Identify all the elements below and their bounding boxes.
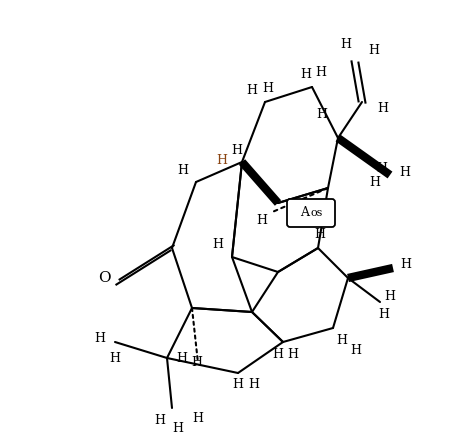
Text: H: H <box>315 65 327 78</box>
Text: os: os <box>311 208 323 218</box>
Text: A: A <box>300 206 309 219</box>
Text: H: H <box>193 412 203 425</box>
Text: H: H <box>300 68 312 81</box>
Text: H: H <box>249 379 260 392</box>
Text: H: H <box>95 332 106 344</box>
Text: H: H <box>376 162 387 174</box>
Text: H: H <box>217 154 227 166</box>
Text: H: H <box>288 348 299 361</box>
Text: H: H <box>400 166 410 178</box>
Text: H: H <box>192 356 202 369</box>
Text: H: H <box>256 214 268 227</box>
Text: H: H <box>385 291 395 303</box>
Text: H: H <box>232 379 244 392</box>
Text: H: H <box>337 333 347 347</box>
Text: H: H <box>341 39 352 52</box>
Text: H: H <box>377 101 389 114</box>
Text: H: H <box>273 348 284 361</box>
Text: H: H <box>262 81 274 94</box>
Text: H: H <box>110 352 120 364</box>
FancyBboxPatch shape <box>287 199 335 227</box>
Text: H: H <box>368 44 380 57</box>
Text: H: H <box>177 352 188 364</box>
Text: H: H <box>178 163 188 177</box>
Text: H: H <box>154 413 165 426</box>
Text: H: H <box>173 421 183 434</box>
Text: H: H <box>246 84 257 97</box>
Text: H: H <box>370 175 381 189</box>
Text: H: H <box>379 308 390 321</box>
Text: H: H <box>212 238 223 251</box>
Text: H: H <box>231 143 242 157</box>
Text: O: O <box>98 271 111 285</box>
Text: H: H <box>400 259 411 271</box>
Text: H: H <box>314 228 326 242</box>
Text: H: H <box>317 109 328 121</box>
Text: H: H <box>351 344 361 356</box>
